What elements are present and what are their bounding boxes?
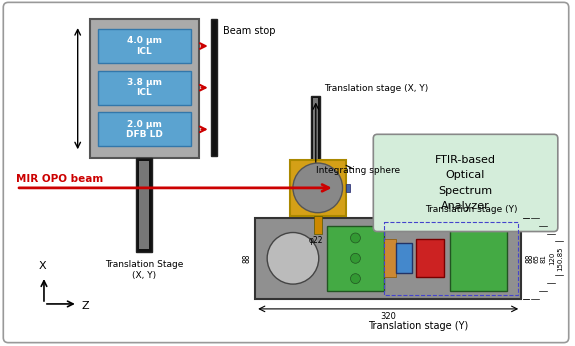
Bar <box>313 98 318 181</box>
Text: 81: 81 <box>541 254 547 263</box>
Bar <box>346 184 351 192</box>
Text: 150.85: 150.85 <box>557 246 563 271</box>
Text: X: X <box>38 261 46 271</box>
Text: 2.0 μm
DFB LD: 2.0 μm DFB LD <box>126 120 163 139</box>
Circle shape <box>351 274 361 284</box>
Text: Z: Z <box>82 301 89 311</box>
Text: 120: 120 <box>549 252 555 265</box>
Bar <box>290 160 346 216</box>
Text: FTIR-based
Optical
Spectrum
Analyzer: FTIR-based Optical Spectrum Analyzer <box>435 155 496 211</box>
Text: Beam stop: Beam stop <box>223 26 275 36</box>
Bar <box>90 19 199 158</box>
Text: 65: 65 <box>533 254 539 263</box>
Bar <box>255 218 521 299</box>
Bar <box>98 29 191 63</box>
Text: 4.0 μm
ICL: 4.0 μm ICL <box>126 36 162 56</box>
Text: Translation Stage
(X, Y): Translation Stage (X, Y) <box>105 260 183 280</box>
Bar <box>98 71 191 104</box>
Circle shape <box>267 233 319 284</box>
Bar <box>136 158 152 252</box>
Bar <box>210 19 217 156</box>
Text: Translation stage (Y): Translation stage (Y) <box>425 205 517 214</box>
Text: 3.8 μm
ICL: 3.8 μm ICL <box>126 78 162 97</box>
Circle shape <box>351 253 361 263</box>
Text: MIR OPO beam: MIR OPO beam <box>16 174 104 184</box>
Bar <box>314 216 322 234</box>
Circle shape <box>293 163 343 213</box>
Bar <box>139 161 149 249</box>
Text: 88: 88 <box>242 254 251 263</box>
Circle shape <box>351 233 361 243</box>
Bar <box>327 226 384 291</box>
Bar <box>396 244 412 273</box>
Bar <box>450 226 507 291</box>
Text: Integrating sphere: Integrating sphere <box>316 166 400 175</box>
Text: 320: 320 <box>380 312 396 321</box>
FancyBboxPatch shape <box>3 2 569 343</box>
Bar <box>384 221 518 295</box>
Text: 88: 88 <box>525 254 534 263</box>
FancyBboxPatch shape <box>373 134 558 231</box>
Bar <box>98 112 191 146</box>
Text: Translation stage (X, Y): Translation stage (X, Y) <box>324 84 428 93</box>
Text: Translation stage (Y): Translation stage (Y) <box>368 321 468 331</box>
Bar <box>416 239 444 277</box>
Bar <box>311 95 320 183</box>
Bar <box>384 239 396 277</box>
Text: φ22: φ22 <box>309 236 323 245</box>
